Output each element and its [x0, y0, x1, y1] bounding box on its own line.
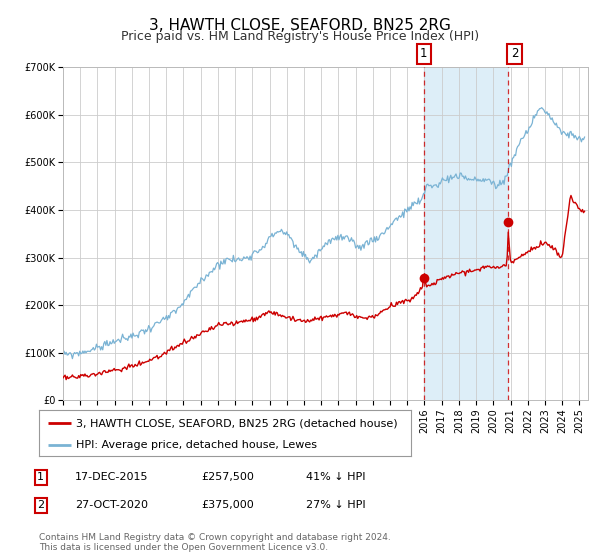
Text: £375,000: £375,000	[201, 500, 254, 510]
Text: £257,500: £257,500	[201, 472, 254, 482]
Text: This data is licensed under the Open Government Licence v3.0.: This data is licensed under the Open Gov…	[39, 543, 328, 552]
Text: 2: 2	[37, 500, 44, 510]
Text: 2: 2	[511, 47, 518, 60]
Text: 41% ↓ HPI: 41% ↓ HPI	[306, 472, 365, 482]
Text: 3, HAWTH CLOSE, SEAFORD, BN25 2RG: 3, HAWTH CLOSE, SEAFORD, BN25 2RG	[149, 18, 451, 33]
Text: 27% ↓ HPI: 27% ↓ HPI	[306, 500, 365, 510]
Text: Contains HM Land Registry data © Crown copyright and database right 2024.: Contains HM Land Registry data © Crown c…	[39, 533, 391, 542]
Text: Price paid vs. HM Land Registry's House Price Index (HPI): Price paid vs. HM Land Registry's House …	[121, 30, 479, 43]
Text: 3, HAWTH CLOSE, SEAFORD, BN25 2RG (detached house): 3, HAWTH CLOSE, SEAFORD, BN25 2RG (detac…	[76, 418, 398, 428]
Text: 17-DEC-2015: 17-DEC-2015	[75, 472, 149, 482]
Bar	[424, 67, 508, 400]
Text: HPI: Average price, detached house, Lewes: HPI: Average price, detached house, Lewe…	[76, 440, 317, 450]
Text: 27-OCT-2020: 27-OCT-2020	[75, 500, 148, 510]
Text: 1: 1	[37, 472, 44, 482]
Text: 1: 1	[420, 47, 428, 60]
